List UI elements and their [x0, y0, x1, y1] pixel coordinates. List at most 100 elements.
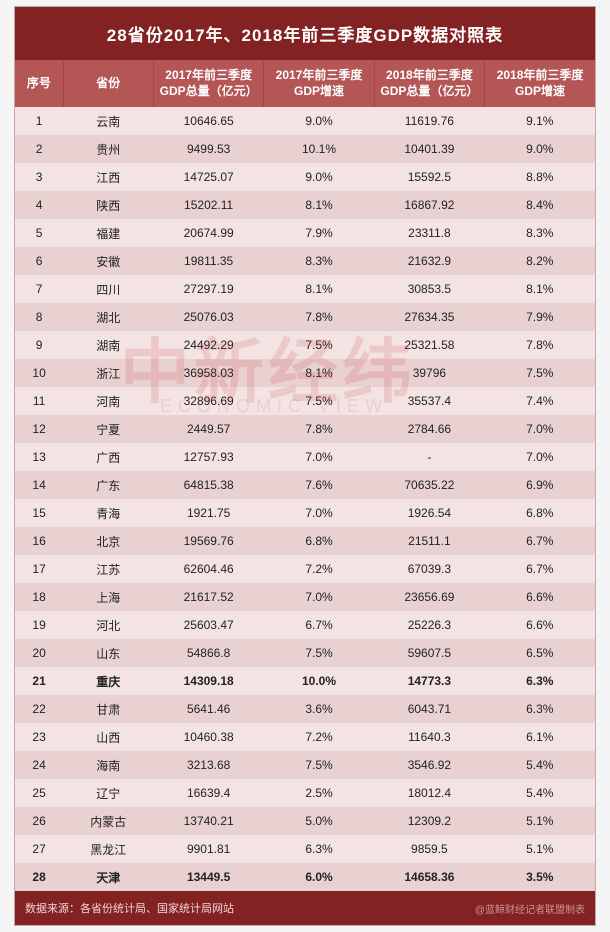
- cell-g18: 18012.4: [374, 779, 484, 807]
- cell-r18: 8.2%: [485, 247, 595, 275]
- cell-r17: 7.0%: [264, 499, 374, 527]
- cell-prov: 云南: [63, 107, 153, 135]
- cell-idx: 20: [15, 639, 63, 667]
- cell-r17: 6.0%: [264, 863, 374, 891]
- cell-r18: 3.5%: [485, 863, 595, 891]
- cell-r18: 9.0%: [485, 135, 595, 163]
- cell-g18: 1926.54: [374, 499, 484, 527]
- cell-g17: 5641.46: [153, 695, 263, 723]
- cell-g17: 9901.81: [153, 835, 263, 863]
- cell-g17: 13740.21: [153, 807, 263, 835]
- cell-g18: 21511.1: [374, 527, 484, 555]
- cell-prov: 海南: [63, 751, 153, 779]
- cell-r18: 7.8%: [485, 331, 595, 359]
- col-header-rate2017: 2017年前三季度GDP增速: [264, 60, 374, 107]
- cell-prov: 浙江: [63, 359, 153, 387]
- cell-g17: 2449.57: [153, 415, 263, 443]
- cell-g18: 9859.5: [374, 835, 484, 863]
- cell-prov: 青海: [63, 499, 153, 527]
- cell-g18: 6043.71: [374, 695, 484, 723]
- cell-r17: 9.0%: [264, 107, 374, 135]
- cell-g18: 14658.36: [374, 863, 484, 891]
- cell-r18: 5.1%: [485, 835, 595, 863]
- table-row: 2贵州9499.5310.1%10401.399.0%: [15, 135, 595, 163]
- cell-r17: 8.1%: [264, 191, 374, 219]
- cell-g18: 15592.5: [374, 163, 484, 191]
- table-title: 28省份2017年、2018年前三季度GDP数据对照表: [15, 7, 595, 60]
- table-row: 20山东54866.87.5%59607.56.5%: [15, 639, 595, 667]
- table-row: 22甘肃5641.463.6%6043.716.3%: [15, 695, 595, 723]
- cell-r17: 10.0%: [264, 667, 374, 695]
- cell-idx: 19: [15, 611, 63, 639]
- cell-r18: 6.7%: [485, 555, 595, 583]
- cell-r17: 5.0%: [264, 807, 374, 835]
- table-row: 6安徽19811.358.3%21632.98.2%: [15, 247, 595, 275]
- cell-idx: 23: [15, 723, 63, 751]
- cell-r18: 7.9%: [485, 303, 595, 331]
- table-row: 13广西12757.937.0%-7.0%: [15, 443, 595, 471]
- cell-r17: 10.1%: [264, 135, 374, 163]
- cell-g17: 10646.65: [153, 107, 263, 135]
- table-row: 23山西10460.387.2%11640.36.1%: [15, 723, 595, 751]
- cell-prov: 江苏: [63, 555, 153, 583]
- cell-g18: 16867.92: [374, 191, 484, 219]
- table-row: 9湖南24492.297.5%25321.587.8%: [15, 331, 595, 359]
- cell-g17: 16639.4: [153, 779, 263, 807]
- cell-r17: 8.3%: [264, 247, 374, 275]
- table-row: 1云南10646.659.0%11619.769.1%: [15, 107, 595, 135]
- cell-r18: 8.3%: [485, 219, 595, 247]
- cell-r18: 7.4%: [485, 387, 595, 415]
- cell-g18: 3546.92: [374, 751, 484, 779]
- cell-g18: 67039.3: [374, 555, 484, 583]
- cell-idx: 28: [15, 863, 63, 891]
- cell-r17: 7.5%: [264, 639, 374, 667]
- gdp-table-container: 28省份2017年、2018年前三季度GDP数据对照表 序号 省份 2017年前…: [14, 6, 596, 926]
- cell-r18: 6.7%: [485, 527, 595, 555]
- cell-r17: 2.5%: [264, 779, 374, 807]
- cell-g18: 70635.22: [374, 471, 484, 499]
- table-row: 7四川27297.198.1%30853.58.1%: [15, 275, 595, 303]
- cell-g17: 25603.47: [153, 611, 263, 639]
- cell-r18: 6.5%: [485, 639, 595, 667]
- cell-g17: 21617.52: [153, 583, 263, 611]
- col-header-index: 序号: [15, 60, 63, 107]
- cell-idx: 4: [15, 191, 63, 219]
- cell-prov: 陕西: [63, 191, 153, 219]
- cell-g17: 19811.35: [153, 247, 263, 275]
- cell-g17: 36958.03: [153, 359, 263, 387]
- cell-r17: 7.5%: [264, 331, 374, 359]
- table-row: 17江苏62604.467.2%67039.36.7%: [15, 555, 595, 583]
- cell-idx: 8: [15, 303, 63, 331]
- cell-r17: 7.0%: [264, 583, 374, 611]
- cell-g17: 32896.69: [153, 387, 263, 415]
- cell-g18: 30853.5: [374, 275, 484, 303]
- cell-r18: 6.1%: [485, 723, 595, 751]
- table-row: 8湖北25076.037.8%27634.357.9%: [15, 303, 595, 331]
- cell-g17: 14725.07: [153, 163, 263, 191]
- cell-prov: 福建: [63, 219, 153, 247]
- cell-r18: 7.5%: [485, 359, 595, 387]
- cell-prov: 湖南: [63, 331, 153, 359]
- cell-g18: 2784.66: [374, 415, 484, 443]
- cell-g18: -: [374, 443, 484, 471]
- cell-r17: 7.6%: [264, 471, 374, 499]
- cell-idx: 18: [15, 583, 63, 611]
- cell-g17: 25076.03: [153, 303, 263, 331]
- cell-r17: 7.5%: [264, 751, 374, 779]
- cell-prov: 黑龙江: [63, 835, 153, 863]
- table-row: 27黑龙江9901.816.3%9859.55.1%: [15, 835, 595, 863]
- table-row: 19河北25603.476.7%25226.36.6%: [15, 611, 595, 639]
- cell-g18: 12309.2: [374, 807, 484, 835]
- cell-g17: 19569.76: [153, 527, 263, 555]
- cell-prov: 辽宁: [63, 779, 153, 807]
- col-header-gdp2017: 2017年前三季度GDP总量（亿元）: [153, 60, 263, 107]
- table-row: 18上海21617.527.0%23656.696.6%: [15, 583, 595, 611]
- cell-g18: 27634.35: [374, 303, 484, 331]
- cell-prov: 河北: [63, 611, 153, 639]
- cell-idx: 16: [15, 527, 63, 555]
- cell-g17: 15202.11: [153, 191, 263, 219]
- cell-idx: 21: [15, 667, 63, 695]
- table-row: 11河南32896.697.5%35537.47.4%: [15, 387, 595, 415]
- cell-r17: 6.7%: [264, 611, 374, 639]
- cell-g17: 24492.29: [153, 331, 263, 359]
